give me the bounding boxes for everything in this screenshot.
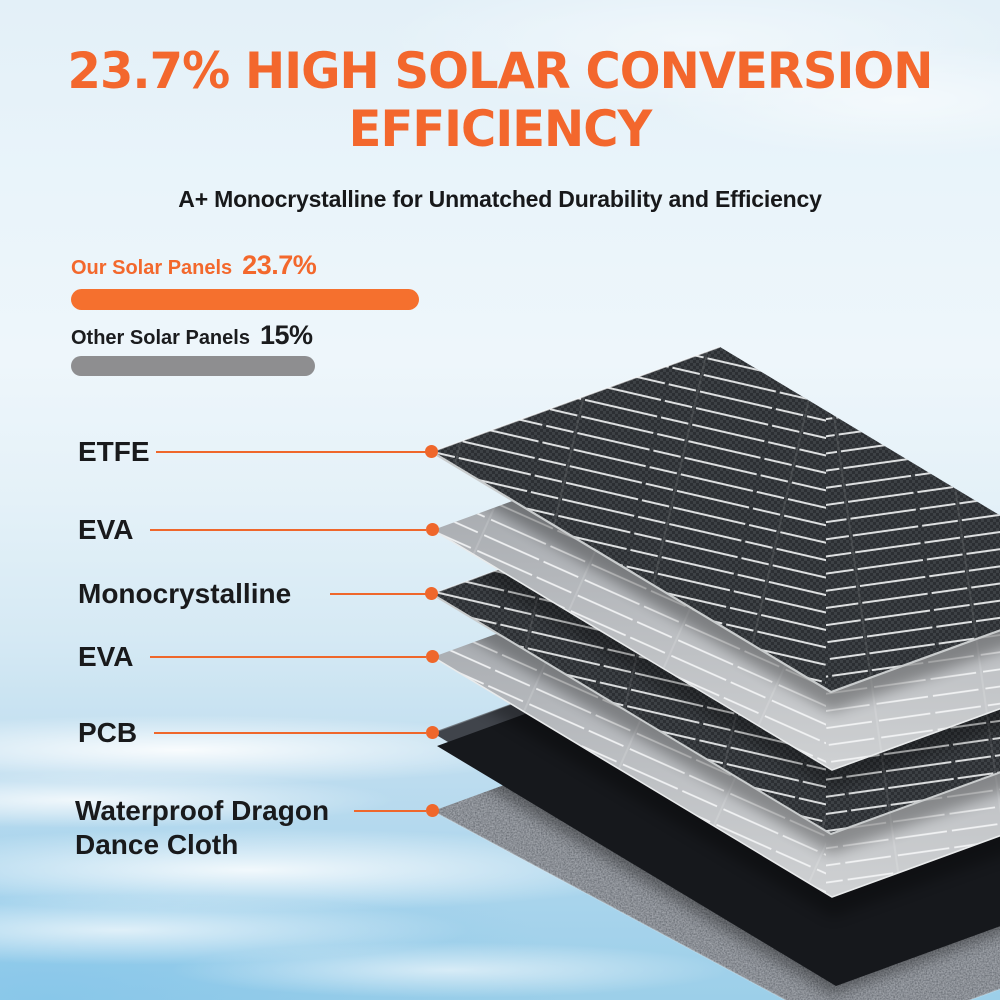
other-panels-label: Other Solar Panels <box>71 327 250 349</box>
label-monocrystalline: Monocrystalline <box>78 578 292 609</box>
label-pcb: PCB <box>78 717 138 748</box>
label-etfe: ETFE <box>78 436 150 467</box>
callout-dot-cloth <box>426 804 439 817</box>
callout-dot-eva-upper <box>426 523 439 536</box>
page-subtitle: A+ Monocrystalline for Unmatched Durabil… <box>178 186 822 212</box>
layer-etfe-surface <box>431 346 1000 694</box>
callout-dot-eva-lower <box>426 650 439 663</box>
callout-line-etfe <box>156 451 426 453</box>
label-cloth: Waterproof Dragon Dance Cloth <box>75 795 330 860</box>
other-panels-row: Other Solar Panels 15% <box>71 320 313 354</box>
label-eva-upper: EVA <box>78 514 134 545</box>
our-panels-label: Our Solar Panels <box>71 257 233 279</box>
callout-line-eva-upper <box>150 529 426 531</box>
callout-line-eva-lower <box>150 656 426 658</box>
label-eva-lower: EVA <box>78 641 134 672</box>
page-title-line1: 23.7% HIGH SOLAR CONVERSION <box>67 42 934 100</box>
other-panels-value: 15% <box>259 320 313 350</box>
page-title: 23.7% HIGH SOLAR CONVERSION EFFICIENCY <box>20 42 980 158</box>
other-panels-bar <box>71 356 315 376</box>
callout-dot-pcb <box>426 726 439 739</box>
callout-line-monocrystalline <box>330 593 426 595</box>
callout-dot-etfe <box>425 445 438 458</box>
our-panels-value: 23.7% <box>242 250 317 280</box>
callout-line-pcb <box>154 732 426 734</box>
our-panels-row: Our Solar Panels 23.7% <box>71 250 317 284</box>
callout-line-cloth <box>354 810 426 812</box>
our-panels-bar <box>71 289 419 310</box>
page-title-line2: EFFICIENCY <box>348 100 653 158</box>
callout-dot-monocrystalline <box>425 587 438 600</box>
